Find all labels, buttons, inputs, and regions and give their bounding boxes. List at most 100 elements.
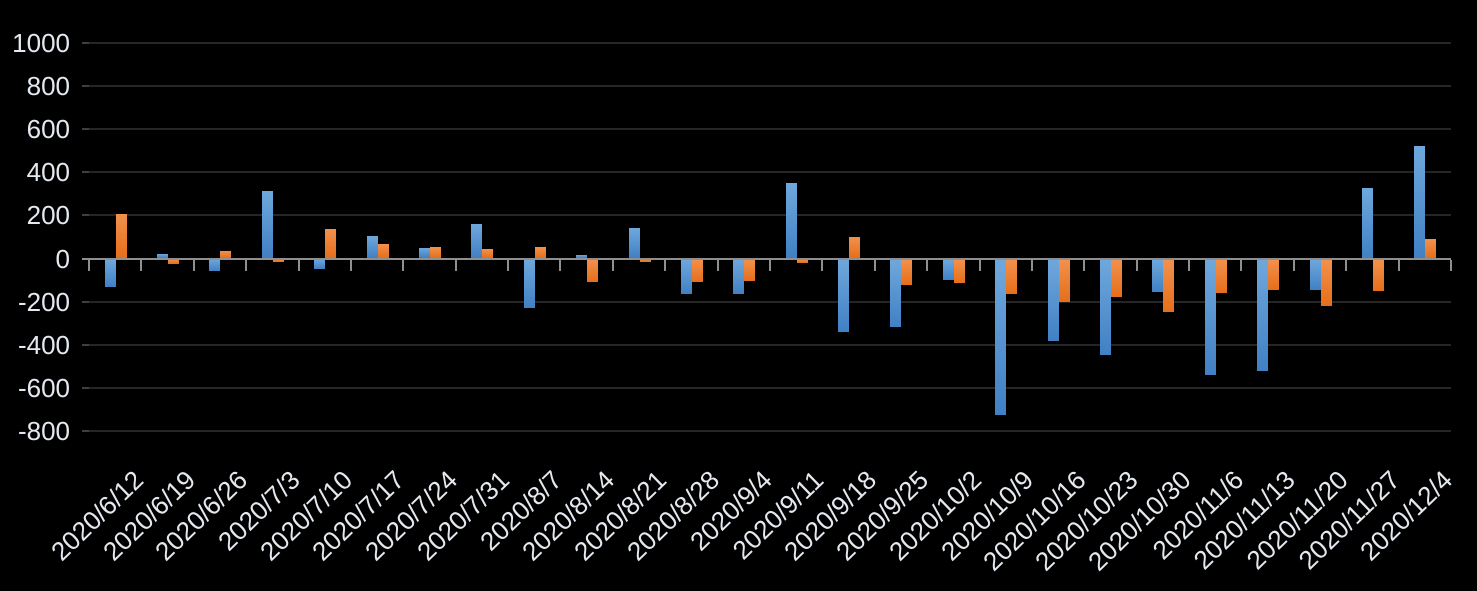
category-tick bbox=[611, 259, 614, 271]
y-tick-label: 1000 bbox=[12, 28, 70, 59]
blue-bar bbox=[680, 258, 692, 295]
category-tick bbox=[297, 259, 300, 271]
orange-bar bbox=[272, 258, 284, 262]
y-tick-label: 800 bbox=[26, 71, 70, 102]
blue-bar bbox=[314, 258, 326, 270]
orange-bar bbox=[430, 246, 441, 259]
category-tick bbox=[1292, 259, 1295, 271]
y-axis-tick bbox=[82, 42, 89, 45]
category-tick bbox=[1450, 259, 1452, 271]
gridline bbox=[89, 429, 1451, 432]
blue-bar bbox=[1414, 146, 1426, 259]
y-axis-tick bbox=[82, 85, 89, 88]
orange-bar bbox=[1268, 258, 1280, 290]
blue-bar bbox=[261, 190, 273, 259]
orange-bar bbox=[953, 258, 965, 284]
orange-bar bbox=[1111, 258, 1122, 298]
category-tick bbox=[821, 259, 824, 271]
y-tick-label: -800 bbox=[17, 415, 70, 446]
orange-bar bbox=[115, 214, 127, 259]
y-axis-tick bbox=[82, 128, 89, 131]
orange-bar bbox=[1372, 258, 1384, 291]
category-tick bbox=[140, 259, 143, 271]
orange-bar bbox=[744, 258, 756, 282]
category-tick bbox=[769, 259, 771, 271]
gridline bbox=[89, 343, 1451, 346]
blue-bar bbox=[838, 258, 850, 332]
orange-bar bbox=[639, 258, 651, 262]
y-tick-label: -200 bbox=[17, 286, 70, 317]
blue-bar bbox=[1100, 258, 1111, 356]
category-tick bbox=[1083, 259, 1086, 271]
blue-bar bbox=[471, 224, 483, 259]
blue-bar bbox=[1361, 188, 1373, 259]
blue-bar bbox=[628, 228, 640, 259]
category-tick bbox=[88, 259, 90, 271]
gridline bbox=[89, 128, 1451, 131]
y-tick-label: 200 bbox=[26, 200, 70, 231]
category-tick bbox=[664, 259, 667, 271]
category-tick bbox=[245, 259, 248, 271]
orange-bar bbox=[901, 258, 913, 286]
blue-bar bbox=[104, 258, 116, 287]
blue-bar bbox=[890, 258, 902, 328]
blue-bar bbox=[523, 258, 535, 309]
blue-bar bbox=[942, 258, 954, 281]
blue-bar bbox=[419, 247, 430, 259]
blue-bar bbox=[1204, 258, 1216, 375]
blue-bar bbox=[1309, 258, 1321, 290]
category-tick bbox=[507, 259, 510, 271]
gridline bbox=[89, 214, 1451, 217]
gridline bbox=[89, 42, 1451, 45]
category-tick bbox=[559, 259, 562, 271]
orange-bar bbox=[1163, 258, 1175, 313]
y-axis-tick bbox=[82, 171, 89, 174]
orange-bar bbox=[377, 244, 389, 259]
category-tick bbox=[192, 259, 195, 271]
y-tick-label: -600 bbox=[17, 372, 70, 403]
category-tick bbox=[873, 259, 876, 271]
blue-bar bbox=[366, 235, 378, 259]
category-tick bbox=[1135, 259, 1138, 271]
orange-bar bbox=[1320, 258, 1332, 306]
category-tick bbox=[349, 259, 352, 271]
blue-bar bbox=[209, 258, 221, 272]
orange-bar bbox=[482, 248, 494, 259]
y-tick-label: -400 bbox=[17, 329, 70, 360]
gridline bbox=[89, 386, 1451, 389]
category-tick bbox=[1240, 259, 1243, 271]
y-axis-tick bbox=[82, 300, 89, 303]
orange-bar bbox=[168, 258, 180, 264]
gridline bbox=[89, 85, 1451, 88]
orange-bar bbox=[849, 236, 861, 259]
orange-bar bbox=[325, 229, 337, 259]
blue-bar bbox=[576, 255, 588, 259]
orange-bar bbox=[796, 258, 808, 263]
orange-bar bbox=[691, 258, 703, 283]
blue-bar bbox=[1047, 258, 1059, 342]
gridline bbox=[89, 300, 1451, 303]
orange-bar bbox=[1006, 258, 1018, 295]
y-axis-tick bbox=[82, 429, 89, 432]
category-tick bbox=[1345, 259, 1348, 271]
y-axis-tick bbox=[82, 386, 89, 389]
category-tick bbox=[1188, 259, 1191, 271]
blue-bar bbox=[785, 183, 797, 259]
category-tick bbox=[978, 259, 981, 271]
category-tick bbox=[926, 259, 929, 271]
orange-bar bbox=[1215, 258, 1227, 293]
category-tick bbox=[1030, 259, 1033, 271]
gridline bbox=[89, 171, 1451, 174]
zero-axis-line bbox=[82, 257, 1451, 260]
category-tick bbox=[716, 259, 719, 271]
blue-bar bbox=[157, 254, 169, 259]
orange-bar bbox=[587, 258, 599, 283]
orange-bar bbox=[220, 250, 232, 259]
y-tick-label: 0 bbox=[55, 243, 70, 274]
orange-bar bbox=[1425, 239, 1437, 259]
y-axis-tick bbox=[82, 214, 89, 217]
category-tick bbox=[1397, 259, 1400, 271]
y-axis-tick bbox=[82, 343, 89, 346]
orange-bar bbox=[1058, 258, 1070, 302]
